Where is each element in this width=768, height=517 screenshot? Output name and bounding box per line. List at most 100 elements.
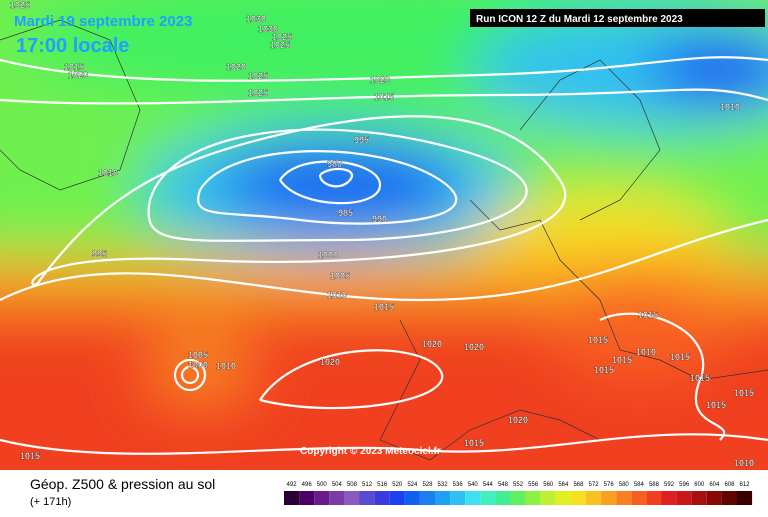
isobar-label: 1015 — [374, 92, 394, 102]
scale-label: 568 — [573, 482, 584, 488]
isobar-label: 1015 — [64, 62, 84, 72]
scale-swatch — [631, 491, 647, 505]
scale-swatch — [329, 491, 345, 505]
isobar-label: 1020 — [370, 75, 390, 85]
scale-swatch — [676, 491, 692, 505]
isobar-label: 1015 — [20, 451, 40, 461]
scale-label: 600 — [694, 482, 705, 488]
scale-label: 548 — [498, 482, 509, 488]
scale-swatch — [737, 491, 753, 505]
scale-swatch — [404, 491, 420, 505]
isobar-label: 1020 — [68, 70, 88, 80]
isobar-label: 1015 — [464, 438, 484, 448]
isobar-label: 1015 — [638, 310, 658, 320]
scale-swatch — [465, 491, 481, 505]
isobar-label: 1010 — [98, 168, 118, 178]
isobar-label: 1000 — [318, 250, 338, 260]
scale-label: 528 — [422, 482, 433, 488]
isobar-label: 1005 — [188, 350, 208, 360]
scale-swatch — [555, 491, 571, 505]
isobar-label: 1015 — [734, 388, 754, 398]
scale-swatch — [480, 491, 496, 505]
scale-label: 592 — [664, 482, 675, 488]
isobar-label: 1025 — [248, 71, 268, 81]
isobar-label: 1025 — [248, 88, 268, 98]
copyright: Copyright © 2023 Meteociel.fr — [300, 446, 441, 457]
scale-label: 492 — [287, 482, 298, 488]
isobar-label: 995 — [354, 135, 369, 145]
isobar-label: 990 — [372, 214, 387, 224]
isobar-label: 1015 — [706, 400, 726, 410]
scale-swatch — [374, 491, 390, 505]
isobar-label: 1020 — [320, 357, 340, 367]
scale-label: 588 — [649, 482, 660, 488]
scale-swatch — [359, 491, 375, 505]
scale-swatch — [586, 491, 602, 505]
scale-swatch — [601, 491, 617, 505]
scale-swatch — [435, 491, 451, 505]
isobar-label: 1030 — [246, 14, 266, 24]
scale-swatch — [570, 491, 586, 505]
scale-swatch — [540, 491, 556, 505]
scale-swatch — [314, 491, 330, 505]
scale-label: 536 — [453, 482, 464, 488]
scale-label: 540 — [468, 482, 479, 488]
scale-label: 596 — [679, 482, 690, 488]
forecast-date: Mardi 19 septembre 2023 — [14, 13, 192, 30]
isobar-label: 985 — [338, 208, 353, 218]
isobar-label: 1015 — [690, 373, 710, 383]
scale-label: 556 — [528, 482, 539, 488]
isobar-label: 1015 — [594, 365, 614, 375]
scale-label: 564 — [558, 482, 569, 488]
scale-label: 608 — [724, 482, 735, 488]
isobar-label: 1015 — [612, 355, 632, 365]
scale-label: 572 — [589, 482, 600, 488]
isobar-label: 1010 — [734, 458, 754, 468]
isobar-label: 1010 — [636, 347, 656, 357]
isobar-label: 1015 — [670, 352, 690, 362]
isobar-label: 1005 — [330, 271, 350, 281]
isobar-label: 1015 — [374, 302, 394, 312]
isobar-label: 1010 — [720, 102, 740, 112]
isobar-label: 1020 — [422, 339, 442, 349]
isobar-label: 1025 — [272, 32, 292, 42]
run-box — [470, 9, 765, 27]
scale-label: 504 — [332, 482, 343, 488]
legend-lead: (+ 171h) — [30, 496, 71, 508]
scale-swatch — [721, 491, 737, 505]
isobar-label: 1010 — [216, 361, 236, 371]
scale-swatch — [419, 491, 435, 505]
isobar-label: 995 — [92, 249, 107, 259]
scale-swatch — [646, 491, 662, 505]
scale-label: 500 — [317, 482, 328, 488]
isobar-label: 1020 — [508, 415, 528, 425]
isobar-label: 1015 — [588, 335, 608, 345]
scale-label: 552 — [513, 482, 524, 488]
isobar-label: 1020 — [226, 62, 246, 72]
scale-label: 532 — [438, 482, 449, 488]
legend-title: Géop. Z500 & pression au sol — [30, 476, 215, 492]
scale-swatch — [691, 491, 707, 505]
scale-swatch — [344, 491, 360, 505]
scale-label: 560 — [543, 482, 554, 488]
isobar-label: 1025 — [10, 0, 30, 10]
scale-label: 580 — [619, 482, 630, 488]
scale-swatch — [389, 491, 405, 505]
field: 1025103010301025102510201025102510151020… — [0, 0, 768, 470]
scale-label: 544 — [483, 482, 494, 488]
scale-label: 496 — [302, 482, 313, 488]
scale-label: 524 — [407, 482, 418, 488]
isobar-label: 980 — [327, 159, 342, 169]
scale-swatch — [495, 491, 511, 505]
isobar-label: 1020 — [464, 342, 484, 352]
color-scale: 492 496 500 504 508 512 516 520 524 528 532 536 540 5… — [284, 482, 753, 505]
scale-label: 512 — [362, 482, 373, 488]
scale-swatch — [525, 491, 541, 505]
scale-swatch — [510, 491, 526, 505]
isobar-label: 1000 — [188, 360, 208, 370]
scale-swatch — [450, 491, 466, 505]
isobar-label: 1030 — [258, 24, 278, 34]
scale-swatch — [616, 491, 632, 505]
scale-label: 612 — [740, 482, 751, 488]
